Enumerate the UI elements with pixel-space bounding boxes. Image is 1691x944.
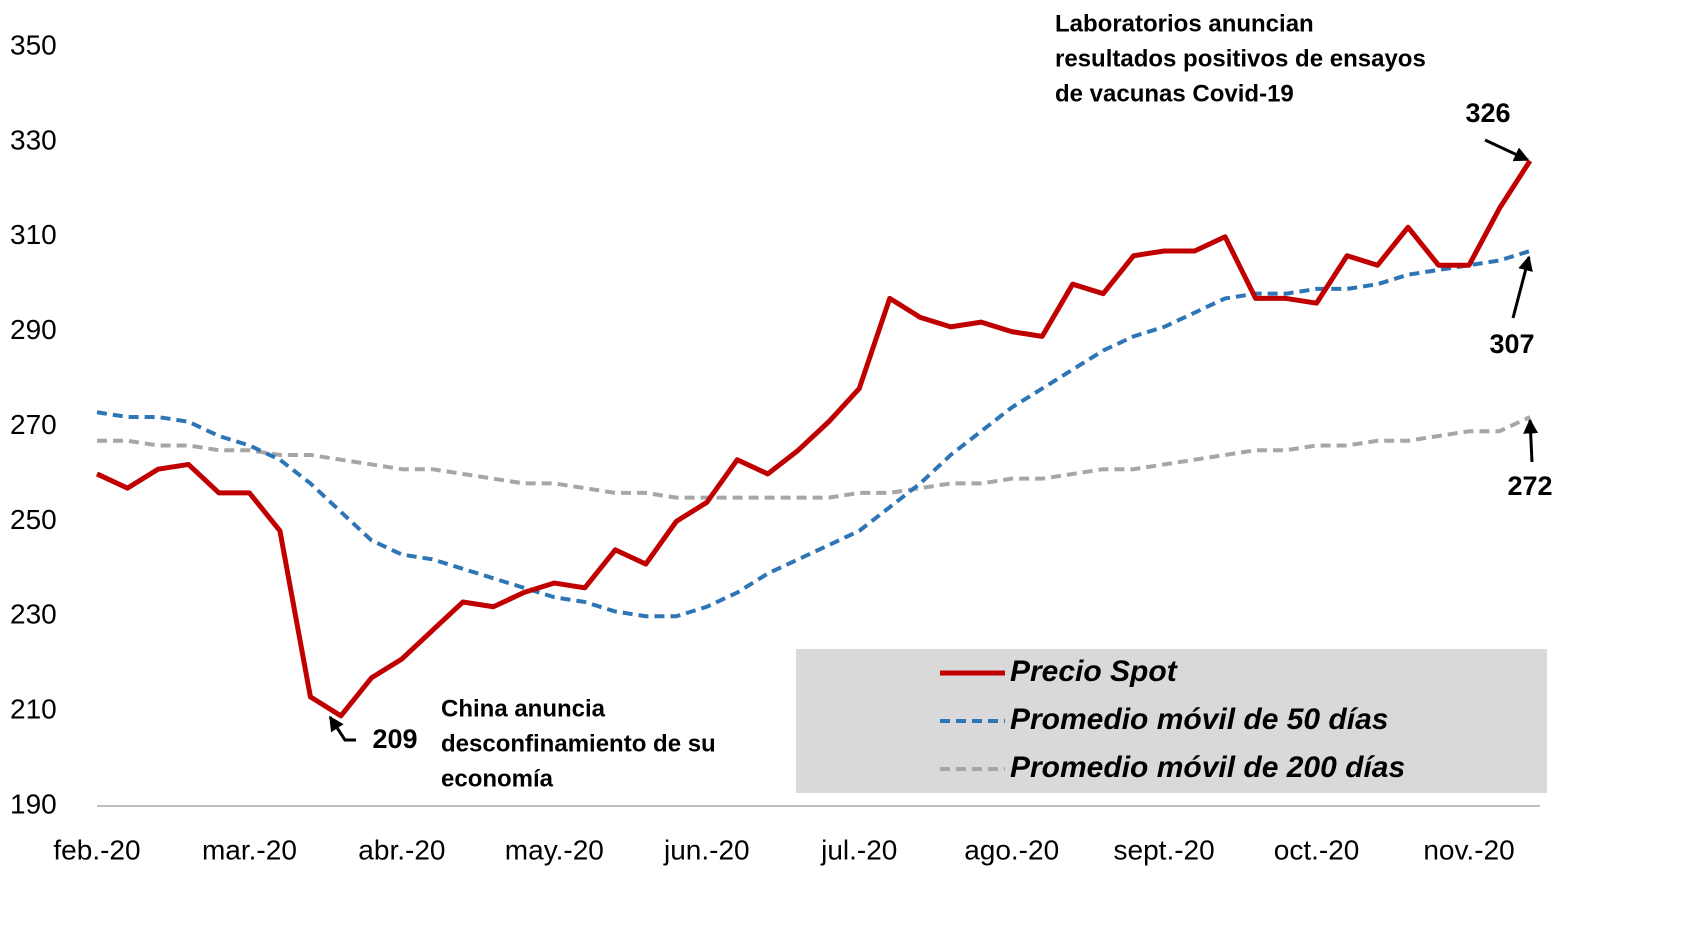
legend-label: Promedio móvil de 50 días — [1010, 703, 1388, 736]
annotation: 326 — [1465, 98, 1510, 128]
y-tick-label: 270 — [10, 409, 57, 440]
x-tick-label: feb.-20 — [53, 834, 140, 865]
y-tick-label: 330 — [10, 124, 57, 155]
arrows — [328, 138, 1539, 742]
annotation: economía — [441, 765, 554, 792]
x-tick-label: abr.-20 — [358, 834, 445, 865]
y-tick-label: 350 — [10, 29, 57, 60]
x-tick-label: may.-20 — [505, 834, 604, 865]
annotation: 272 — [1507, 471, 1552, 501]
x-tick-label: jul.-20 — [820, 834, 897, 865]
legend-label: Precio Spot — [1010, 655, 1179, 688]
series-line — [95, 159, 1533, 719]
y-tick-label: 190 — [10, 788, 57, 819]
series-line — [97, 415, 1531, 500]
annotation: resultados positivos de ensayos — [1055, 45, 1426, 72]
x-tick-label: ago.-20 — [964, 834, 1059, 865]
annotation: 307 — [1489, 329, 1534, 359]
series-line — [96, 249, 1531, 619]
x-tick-label: mar.-20 — [202, 834, 297, 865]
annotation: 209 — [372, 724, 417, 754]
y-tick-label: 210 — [10, 694, 57, 725]
x-tick-label: jun.-20 — [663, 834, 750, 865]
y-tick-label: 290 — [10, 314, 57, 345]
legend-label: Promedio móvil de 200 días — [1010, 751, 1405, 784]
x-tick-label: oct.-20 — [1274, 834, 1360, 865]
annotation: China anuncia — [441, 695, 606, 722]
x-tick-label: sept.-20 — [1114, 834, 1215, 865]
y-tick-label: 250 — [10, 504, 57, 535]
y-tick-label: 310 — [10, 219, 57, 250]
legend-box — [796, 649, 1547, 793]
x-tick-label: nov.-20 — [1423, 834, 1514, 865]
annotation: desconfinamiento de su — [441, 730, 716, 757]
y-tick-label: 230 — [10, 599, 57, 630]
annotation: de vacunas Covid-19 — [1055, 80, 1294, 107]
annotation: Laboratorios anuncian — [1055, 10, 1314, 37]
